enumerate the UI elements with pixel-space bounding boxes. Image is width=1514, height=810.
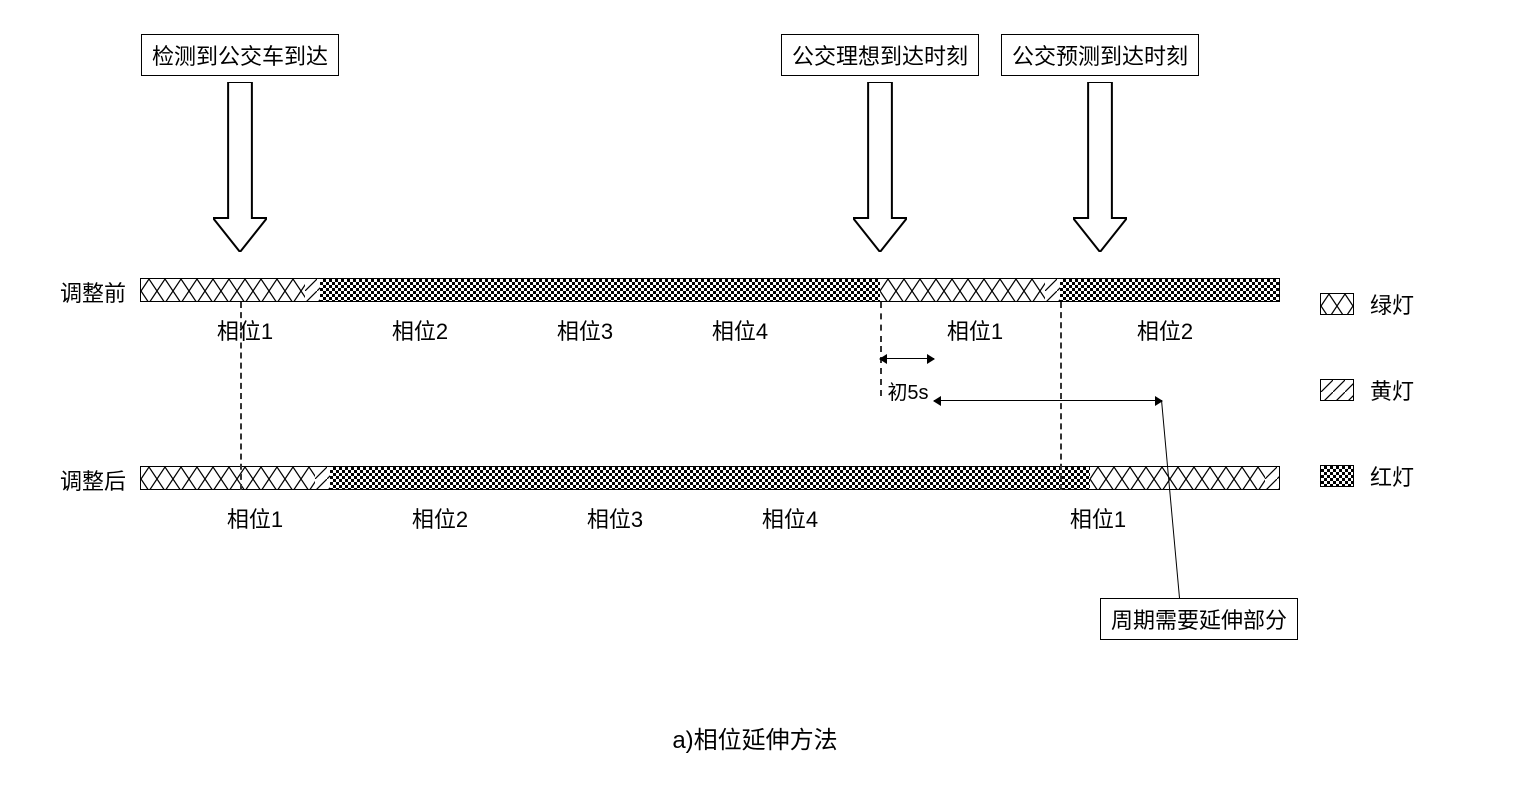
- segment-green: [140, 278, 305, 302]
- legend-swatch-green: [1320, 293, 1354, 315]
- segment-yellow: [1045, 278, 1060, 302]
- legend-swatch-yellow: [1320, 379, 1354, 401]
- legend-row: 黄灯: [1320, 374, 1414, 406]
- segment-yellow: [315, 466, 330, 490]
- phase-label: 相位1: [947, 314, 1003, 346]
- init5s-arrow: [880, 358, 934, 359]
- phase-label: 相位1: [227, 502, 283, 534]
- phase-label: 相位2: [392, 314, 448, 346]
- legend-row: 红灯: [1320, 460, 1414, 492]
- extension-connector: [1161, 400, 1180, 598]
- event-box: 公交预测到达时刻: [1001, 34, 1199, 76]
- diagram-caption: a)相位延伸方法: [672, 720, 837, 755]
- segment-red: [1060, 278, 1280, 302]
- vertical-dash: [880, 302, 882, 342]
- extension-span-arrow: [934, 400, 1162, 401]
- segment-yellow: [1265, 466, 1280, 490]
- phase-label: 相位1: [1070, 502, 1126, 534]
- legend-label: 黄灯: [1370, 374, 1414, 406]
- segment-green: [140, 466, 315, 490]
- legend-swatch-red: [1320, 465, 1354, 487]
- event-box: 检测到公交车到达: [141, 34, 339, 76]
- init5s-label: 初5s: [887, 376, 928, 405]
- segment-yellow: [305, 278, 320, 302]
- event-arrow-down: [213, 82, 267, 257]
- phase-label: 相位4: [712, 314, 768, 346]
- phase-label: 相位2: [412, 502, 468, 534]
- phase-label: 相位3: [557, 314, 613, 346]
- timeline-bar: [140, 278, 1280, 302]
- segment-red: [330, 466, 1090, 490]
- segment-red: [320, 278, 880, 302]
- legend-label: 红灯: [1370, 460, 1414, 492]
- phase-label: 相位2: [1137, 314, 1193, 346]
- segment-green: [1090, 466, 1265, 490]
- segment-green: [880, 278, 1045, 302]
- vertical-dash: [240, 302, 242, 490]
- legend: 绿灯黄灯红灯: [1320, 288, 1414, 546]
- event-box: 公交理想到达时刻: [781, 34, 979, 76]
- phase-extension-diagram: 检测到公交车到达 公交理想到达时刻公交预测到达时刻调整前相位1 相位2 相位3 相位4 相…: [40, 20, 1470, 770]
- phase-label: 相位4: [762, 502, 818, 534]
- extension-note: 周期需要延伸部分: [1100, 598, 1298, 640]
- event-arrow-down: [1073, 82, 1127, 257]
- row-label: 调整后: [50, 464, 126, 496]
- vertical-dash: [1060, 302, 1062, 490]
- timeline-bar: [140, 466, 1280, 490]
- row-label: 调整前: [50, 276, 126, 308]
- legend-row: 绿灯: [1320, 288, 1414, 320]
- phase-label: 相位1: [217, 314, 273, 346]
- event-arrow-down: [853, 82, 907, 257]
- phase-label: 相位3: [587, 502, 643, 534]
- legend-label: 绿灯: [1370, 288, 1414, 320]
